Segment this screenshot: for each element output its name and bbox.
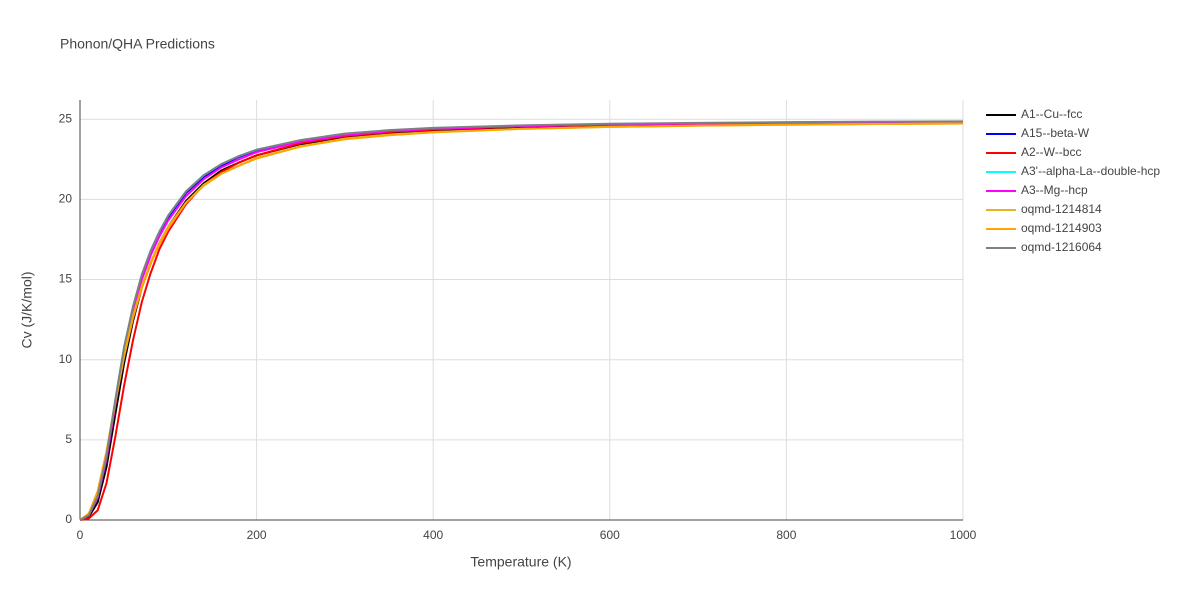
series-line	[79, 121, 964, 521]
legend-label: oqmd-1214903	[1021, 221, 1102, 235]
x-axis-title: Temperature (K)	[470, 554, 571, 570]
y-tick-label: 15	[59, 272, 73, 286]
y-tick-label: 20	[59, 192, 73, 206]
y-tick-label: 10	[59, 352, 73, 366]
y-axis-title: Cv (J/K/mol)	[19, 272, 35, 349]
series-line	[79, 121, 964, 521]
legend-label: A2--W--bcc	[1021, 145, 1081, 159]
y-tick-label: 0	[65, 512, 72, 526]
series-line	[79, 122, 964, 521]
legend-label: A3'--alpha-La--double-hcp	[1021, 164, 1160, 178]
series-line	[79, 122, 964, 521]
x-tick-label: 0	[77, 528, 84, 542]
x-tick-label: 200	[247, 528, 267, 542]
x-tick-label: 800	[776, 528, 796, 542]
y-tick-label: 5	[65, 432, 72, 446]
series-line	[79, 120, 964, 521]
legend-label: A15--beta-W	[1021, 126, 1090, 140]
legend-label: oqmd-1216064	[1021, 240, 1102, 254]
legend-label: oqmd-1214814	[1021, 202, 1102, 216]
series-line	[79, 120, 964, 521]
series-line	[79, 121, 964, 521]
series-line	[79, 120, 964, 521]
x-tick-label: 600	[600, 528, 620, 542]
legend-label: A1--Cu--fcc	[1021, 107, 1082, 121]
y-tick-label: 25	[59, 111, 73, 125]
x-tick-label: 1000	[950, 528, 977, 542]
chart-title: Phonon/QHA Predictions	[60, 36, 215, 52]
x-tick-label: 400	[423, 528, 443, 542]
legend-label: A3--Mg--hcp	[1021, 183, 1088, 197]
